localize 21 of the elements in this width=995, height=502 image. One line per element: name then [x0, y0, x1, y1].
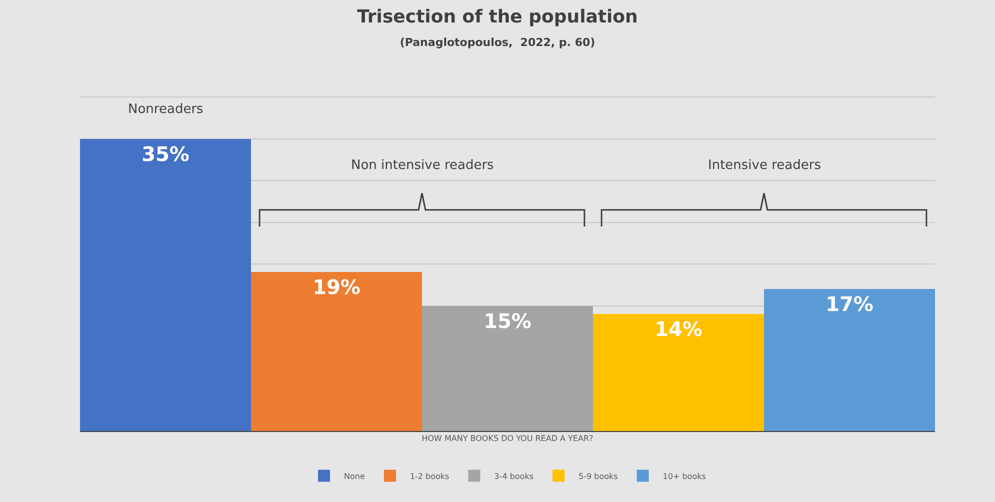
- bar: [422, 306, 593, 431]
- data-label: 17%: [826, 292, 874, 316]
- bar: [80, 139, 251, 431]
- bar: [251, 272, 422, 431]
- annotation: Non intensive readers: [351, 158, 494, 173]
- chart-title: Trisection of the population: [357, 6, 638, 28]
- bar: [764, 289, 935, 431]
- data-label: 14%: [654, 317, 702, 341]
- data-label: 35%: [142, 142, 190, 166]
- legend-label: None: [344, 472, 365, 481]
- data-label: 15%: [484, 309, 532, 333]
- data-label: 19%: [312, 275, 360, 299]
- text: Nonreaders: [128, 102, 204, 117]
- bar: [593, 314, 764, 431]
- chart-subtitle: (Panaglotopoulos, 2022, p. 60): [400, 36, 596, 49]
- legend-label: 10+ books: [662, 472, 706, 481]
- legend-label: 3-4 books: [494, 472, 534, 481]
- legend-label: 5-9 books: [578, 472, 618, 481]
- x-axis-title: HOW MANY BOOKS DO YOU READ A YEAR?: [422, 434, 594, 444]
- legend-label: 1-2 books: [410, 472, 450, 481]
- annotation: Intensive readers: [708, 158, 822, 173]
